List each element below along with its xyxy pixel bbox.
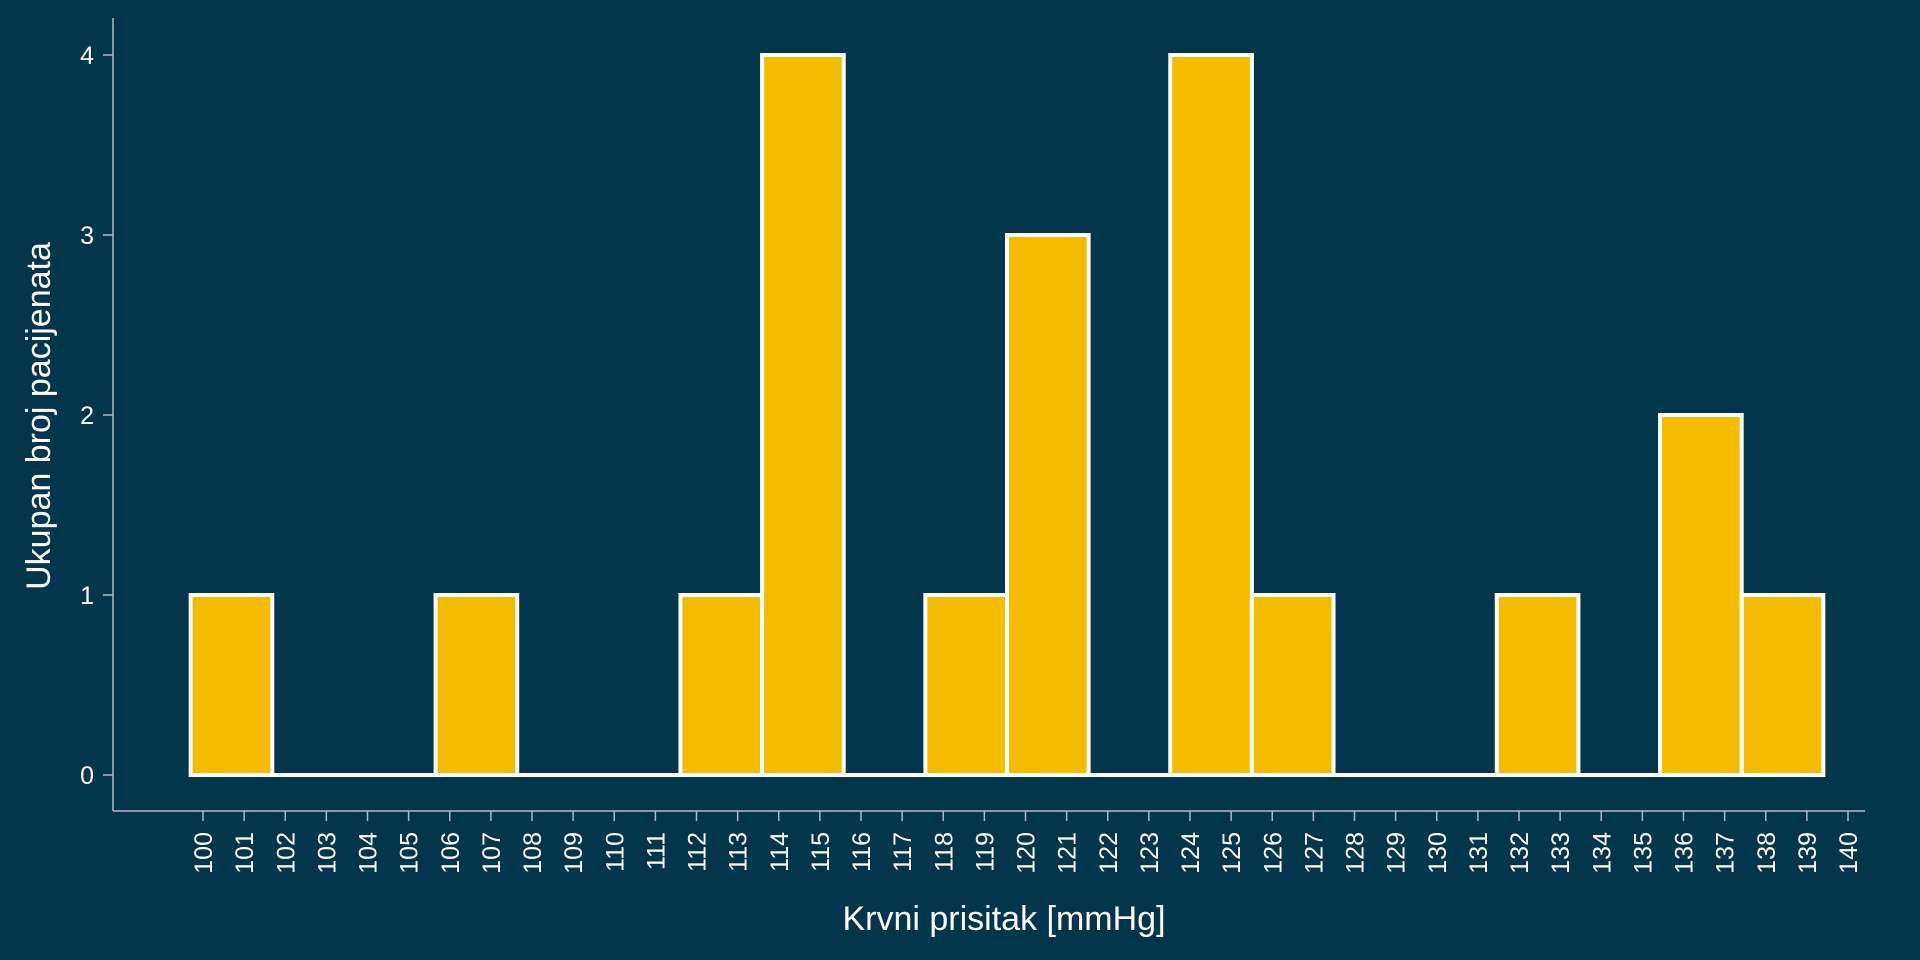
x-tick-label: 127 <box>1300 832 1328 874</box>
x-tick-label: 109 <box>560 832 588 874</box>
y-tick-label: 4 <box>80 42 94 70</box>
x-tick-label: 128 <box>1342 832 1370 874</box>
x-tick-label: 104 <box>355 832 383 874</box>
x-tick-label: 100 <box>190 832 218 874</box>
x-tick-label: 133 <box>1547 832 1575 874</box>
x-tick-label: 103 <box>313 832 341 874</box>
x-tick-label: 111 <box>642 832 670 870</box>
x-tick-label: 116 <box>848 832 876 872</box>
x-tick-label: 137 <box>1712 832 1740 874</box>
bars-group <box>188 53 1826 778</box>
x-tick-label: 129 <box>1383 832 1411 874</box>
x-tick-label: 132 <box>1506 832 1534 874</box>
y-tick-label: 1 <box>80 582 94 610</box>
x-tick-label: 126 <box>1259 832 1287 874</box>
x-tick-label: 112 <box>684 832 712 872</box>
y-tick-label: 2 <box>80 402 94 430</box>
x-tick-label: 121 <box>1054 832 1082 874</box>
histogram-bar <box>433 593 520 777</box>
histogram-bar <box>1249 593 1336 777</box>
x-tick-label: 139 <box>1794 832 1822 874</box>
x-tick-label: 131 <box>1465 832 1493 874</box>
x-tick-label: 117 <box>889 832 917 872</box>
histogram-bar <box>1658 413 1744 777</box>
x-tick-label: 107 <box>478 832 506 874</box>
x-tick-label: 138 <box>1753 832 1781 874</box>
x-tick-label: 136 <box>1671 832 1699 874</box>
histogram-bar <box>678 593 765 777</box>
y-ticks-group: 0 1 2 3 4 <box>80 42 113 790</box>
x-tick-label: 106 <box>437 832 465 874</box>
x-tick-label: 135 <box>1629 832 1657 874</box>
x-tick-label: 118 <box>930 832 958 872</box>
histogram-bar <box>1494 593 1581 777</box>
histogram-bar <box>760 53 846 777</box>
y-axis-title: Ukupan broj pacijenata <box>20 242 58 590</box>
x-tick-label: 122 <box>1095 832 1123 874</box>
x-tick-label: 101 <box>231 832 259 874</box>
histogram-bar <box>923 593 1009 777</box>
x-tick-label: 108 <box>519 832 547 874</box>
x-tick-label: 140 <box>1835 832 1863 874</box>
x-tick-label: 119 <box>971 832 999 872</box>
x-tick-label: 123 <box>1136 832 1164 874</box>
x-tick-label: 120 <box>1013 832 1041 874</box>
x-tick-label: 105 <box>396 832 424 874</box>
x-tick-label: 115 <box>807 832 835 872</box>
histogram-bar <box>1004 233 1091 777</box>
histogram-bar <box>1739 593 1826 777</box>
x-tick-label: 125 <box>1218 832 1246 874</box>
x-tick-label: 113 <box>725 832 753 872</box>
x-tick-label: 134 <box>1588 832 1616 874</box>
x-tick-label: 130 <box>1424 832 1452 874</box>
histogram-bar <box>188 593 275 777</box>
y-tick-label: 0 <box>80 762 94 790</box>
x-ticks-group: 100 101 102 103 104 105 106 107 108 109 110 111 112 1… <box>190 811 1863 874</box>
x-tick-label: 110 <box>601 832 629 872</box>
x-axis-title: Krvni prisitak [mmHg] <box>842 900 1165 938</box>
histogram-bar <box>1168 53 1254 777</box>
x-tick-label: 102 <box>272 832 300 874</box>
x-tick-label: 124 <box>1177 832 1205 874</box>
y-tick-label: 3 <box>80 222 94 250</box>
x-tick-label: 114 <box>766 832 794 872</box>
